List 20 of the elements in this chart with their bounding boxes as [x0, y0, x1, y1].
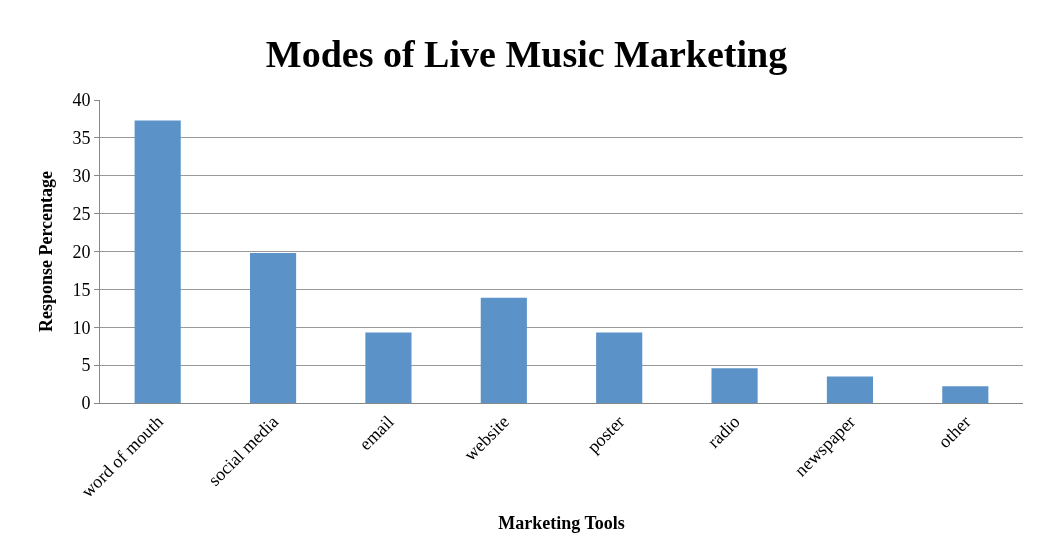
bar	[249, 253, 297, 403]
y-tick-label: 35	[72, 128, 91, 149]
bar	[134, 120, 181, 403]
y-axis-title: Response Percentage	[35, 170, 56, 333]
bar	[480, 297, 527, 403]
y-tick-label: 20	[72, 241, 91, 262]
x-axis-title: Marketing Tools	[498, 512, 625, 533]
y-tick-label: 5	[81, 355, 91, 376]
y-tick-label: 0	[81, 393, 91, 414]
chart-title: Modes of Live Music Marketing	[265, 33, 788, 76]
bar	[942, 386, 989, 403]
bar	[711, 368, 758, 403]
y-tick-label: 40	[72, 90, 91, 111]
bar	[596, 332, 643, 403]
bar	[826, 376, 874, 403]
y-tick-label: 30	[72, 166, 91, 187]
y-tick-label: 10	[72, 317, 91, 338]
bar	[365, 332, 412, 403]
y-tick-label: 15	[72, 279, 91, 300]
y-tick-label: 25	[72, 203, 91, 224]
